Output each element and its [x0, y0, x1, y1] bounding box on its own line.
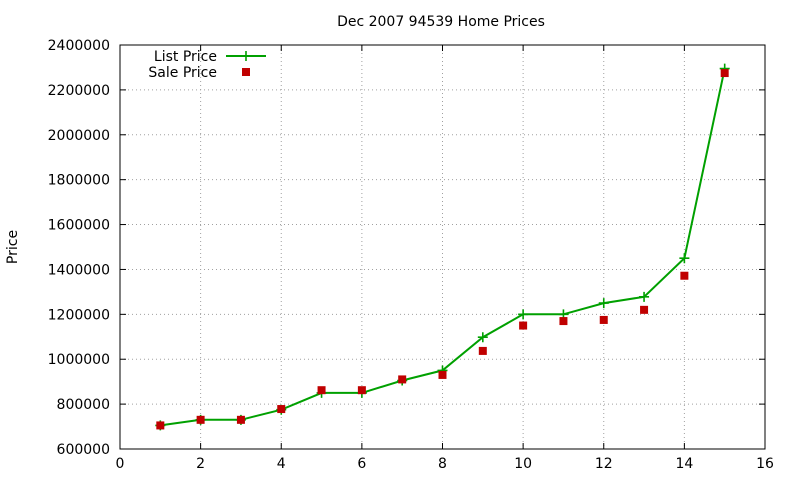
x-tick-label: 10	[514, 456, 532, 472]
x-tick-label: 0	[116, 456, 125, 472]
sale-price-point	[599, 315, 608, 324]
x-tick-label: 16	[756, 456, 774, 472]
x-tick-label: 2	[196, 456, 205, 472]
list-price-point	[679, 253, 690, 264]
list-price-point	[518, 309, 529, 320]
x-tick-label: 12	[595, 456, 613, 472]
y-tick-label: 1800000	[48, 173, 110, 189]
legend-marker	[242, 68, 250, 76]
sale-price-point	[519, 321, 528, 330]
list-price-point	[639, 291, 650, 302]
x-tick-label: 6	[357, 456, 366, 472]
y-tick-label: 2200000	[48, 83, 110, 99]
list-price-point	[477, 332, 488, 343]
y-tick-label: 1000000	[48, 352, 110, 368]
y-tick-label: 2400000	[48, 38, 110, 54]
sale-price-point	[398, 375, 407, 384]
legend-marker	[241, 51, 251, 61]
sale-price-point	[438, 370, 447, 379]
sale-price-point	[680, 271, 689, 280]
sale-price-point	[317, 386, 326, 395]
y-tick-label: 2000000	[48, 128, 110, 144]
series-sale-price	[156, 69, 729, 430]
legend-label: Sale Price	[148, 65, 217, 81]
y-tick-label: 1400000	[48, 262, 110, 278]
sale-price-point	[357, 386, 366, 395]
sale-price-point	[640, 305, 649, 314]
axes: 0 2 4 6 8 10 12 14 16 600000 800000 1000000 1200000 1…	[48, 38, 774, 472]
y-tick-label: 600000	[57, 442, 110, 458]
y-tick-label: 800000	[57, 397, 110, 413]
sale-price-point	[196, 415, 205, 424]
sale-price-point	[277, 405, 286, 414]
sale-price-point	[559, 317, 568, 326]
list-price-point	[598, 298, 609, 309]
legend-label: List Price	[154, 49, 217, 65]
x-tick-label: 4	[277, 456, 286, 472]
sale-price-point	[478, 346, 487, 355]
series	[155, 63, 730, 431]
y-tick-label: 1600000	[48, 218, 110, 234]
sale-price-point	[156, 421, 165, 430]
y-axis-label: Price	[5, 230, 21, 264]
sale-price-point	[720, 69, 729, 78]
x-tick-label: 8	[438, 456, 447, 472]
y-tick-label: 1200000	[48, 307, 110, 323]
x-tick-label: 14	[675, 456, 693, 472]
grid	[120, 45, 765, 449]
sale-price-point	[236, 415, 245, 424]
chart-title: Dec 2007 94539 Home Prices	[337, 14, 545, 30]
